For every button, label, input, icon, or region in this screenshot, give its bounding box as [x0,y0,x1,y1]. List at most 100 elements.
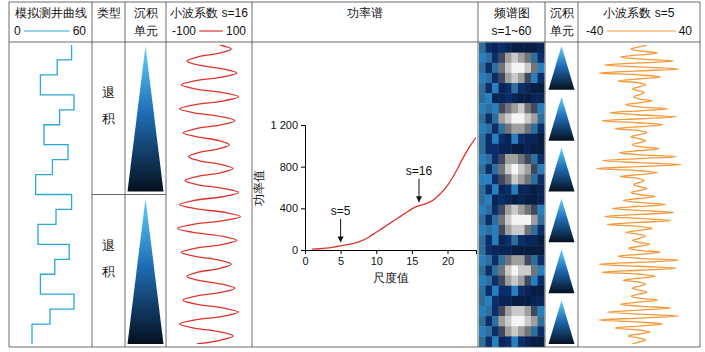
heatmap-cell [538,215,545,226]
heatmap-cell [518,265,525,276]
heatmap-cell [531,53,538,64]
header: 类型 [97,6,121,20]
heatmap-cell [499,286,506,297]
table-line [478,2,479,347]
heatmap-cell [525,174,532,185]
heatmap-cell [505,184,512,195]
tick: 1 200 [270,119,305,131]
heatmap-cell [518,174,525,185]
type-label: 退积 [102,85,115,126]
heatmap-cell [486,286,493,297]
heatmap-cell [479,53,486,64]
axis-line [306,251,477,255]
heatmap-cell [486,235,493,246]
heatmap-cell [486,316,493,327]
heatmap-cell [518,286,525,297]
heatmap-cell [538,83,545,94]
heatmap-cell [531,154,538,165]
heatmap-cell [492,93,499,104]
scale-line [199,30,223,31]
heatmap-cell [492,255,499,266]
heatmap-cell [499,184,506,195]
heatmap-cell [538,336,545,347]
heatmap-cell [492,134,499,145]
heatmap-cell [486,215,493,226]
annotation: s=16 [406,164,433,178]
heatmap-cell [512,134,519,145]
plot-area [312,138,476,250]
tick: 0 [302,250,308,267]
heatmap-cell [492,265,499,276]
heatmap-cell [505,245,512,256]
scale-line [24,30,70,31]
heatmap-cell [486,93,493,104]
unit-triangle [549,249,575,293]
table-line [166,2,167,347]
heatmap-cell [531,164,538,175]
heatmap-cell [486,265,493,276]
heatmap-cell [512,296,519,307]
tick-mark [341,250,342,254]
heatmap-cell [486,276,493,287]
heatmap-cell [525,73,532,84]
heatmap-cell [512,43,519,54]
heatmap-cell [492,53,499,64]
heatmap-cell [486,144,493,155]
heatmap-cell [538,306,545,317]
tick-label: -40 [586,24,604,38]
heatmap-cell [492,235,499,246]
heatmap-cell [525,225,532,236]
table-lines [9,2,700,347]
heatmap-cell [512,93,519,104]
heatmap-cell [505,73,512,84]
heatmap-cell [479,93,486,104]
annotation-arrow [340,219,341,242]
heatmap-cell [538,174,545,185]
heatmap-cell [531,144,538,155]
heatmap-cell [512,215,519,226]
tick-label: 0 [14,24,21,38]
heatmap-cell [499,174,506,185]
heatmap-cell [486,134,493,145]
heatmap-cell [499,195,506,206]
heatmap-cell [505,276,512,287]
heatmap-cell [538,124,545,135]
heatmap-cell [479,235,486,246]
heatmap-cell [486,124,493,135]
heatmap-cell [499,225,506,236]
heatmap-cell [479,73,486,84]
heatmap-cell [538,103,545,114]
heatmap-cell [479,316,486,327]
heatmap-cell [531,174,538,185]
heatmap-cell [518,43,525,54]
tick-label: 0 [292,244,298,256]
heatmap-cell [499,245,506,256]
heatmap-cell [538,154,545,165]
heatmap-cell [486,63,493,74]
tick-label: 1 200 [270,119,298,131]
heatmap-cell [531,113,538,124]
heatmap-cell [479,83,486,94]
heatmap-cell [486,164,493,175]
heatmap-cell [525,113,532,124]
heatmap-cell [512,113,519,124]
heatmap-cell [512,245,519,256]
heatmap-cell [525,154,532,165]
heatmap-cell [479,195,486,206]
heatmap-cell [512,73,519,84]
table-line [125,2,126,347]
heatmap-cell [531,255,538,266]
table-line [9,347,700,348]
heatmap-cell [486,326,493,337]
heatmap-cell [505,124,512,135]
heatmap-cell [479,113,486,124]
heatmap-cell [512,53,519,64]
heatmap-cell [486,103,493,114]
unit-triangle [128,199,164,345]
heatmap-cell [525,265,532,276]
heatmap-cell [492,306,499,317]
heatmap-cell [505,113,512,124]
heatmap-cell [531,235,538,246]
heatmap-cell [538,205,545,216]
heatmap-cell [499,154,506,165]
